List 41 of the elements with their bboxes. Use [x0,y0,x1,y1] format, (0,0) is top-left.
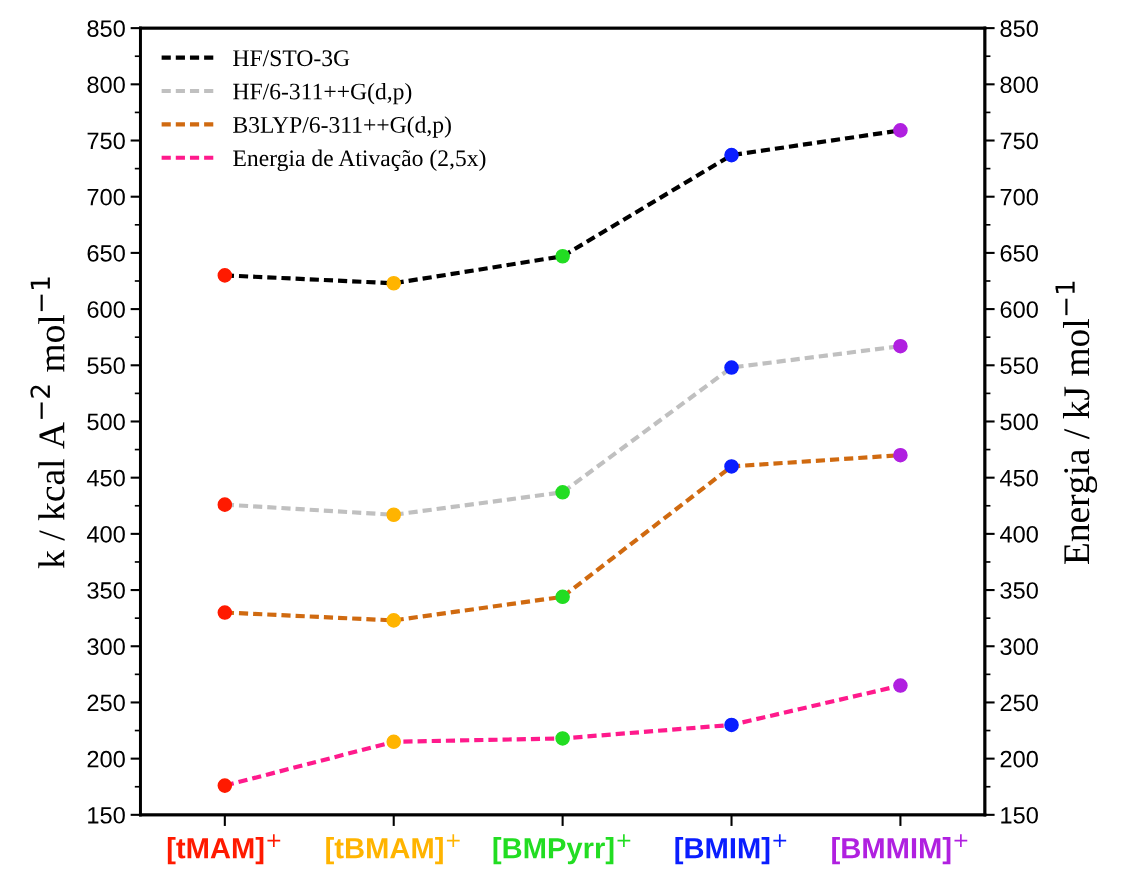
x-tick-label: [BMPyrr]$^{+}$ [493,834,631,865]
y2-tick-label: 400 [1000,525,1038,543]
y-tick-label: 150 [88,806,125,824]
y2-tick-label: 750 [1000,132,1038,150]
x-tick-label: [BMMIM]$^{+}$ [832,834,968,865]
y-tick-label: 850 [87,20,125,37]
y-tick-label: 450 [86,469,125,487]
y2-tick-label: 650 [1000,244,1038,262]
x-tick-label: [BMIM]$^{+}$ [675,834,787,865]
y-tick-label: 600 [87,301,125,318]
y-tick-label: 200 [87,750,125,768]
y2-tick-label: 550 [1000,357,1038,375]
y2-tick-label: 150 [1001,806,1038,824]
legend-label: B3LYP/6-311++G(d,p) [233,116,451,138]
y-tick-label: 300 [87,638,125,656]
y-tick-label: 750 [87,132,125,150]
y2-tick-label: 200 [1000,750,1038,768]
y-tick-label: 350 [87,582,125,599]
y-tick-label: 700 [87,188,125,206]
x-tick-label: [tMAM]$^{+}$ [167,834,281,865]
y2-tick-label: 850 [1000,20,1038,37]
y2-axis-title: Energia / kJ mol$^{−1}$ [1055,281,1098,565]
y2-tick-label: 800 [1000,76,1038,94]
y2-tick-label: 300 [1000,638,1038,656]
x-tick-label: [tBMAM]$^{+}$ [326,834,460,865]
legend-label: Energia de Ativação (2,5x) [233,149,486,172]
y-tick-label: 500 [87,413,125,431]
y2-tick-label: 500 [1000,413,1038,431]
y-tick-label: 250 [87,694,125,712]
legend-label: HF/6-311++G(d,p) [233,82,412,105]
y2-tick-label: 350 [1000,582,1038,599]
legend-label: HF/STO-3G [233,50,350,67]
y-tick-label: 400 [86,525,125,543]
y-tick-label: 550 [87,357,125,375]
y-tick-label: 800 [87,76,125,94]
y2-tick-label: 600 [1000,301,1038,318]
y2-tick-label: 700 [1000,188,1038,206]
y-axis-title: k / kcal A$^{−2}$ mol$^{−1}$ [30,277,65,569]
y2-tick-label: 450 [1000,469,1038,487]
y-tick-label: 650 [87,244,125,262]
y2-tick-label: 250 [1000,694,1038,712]
